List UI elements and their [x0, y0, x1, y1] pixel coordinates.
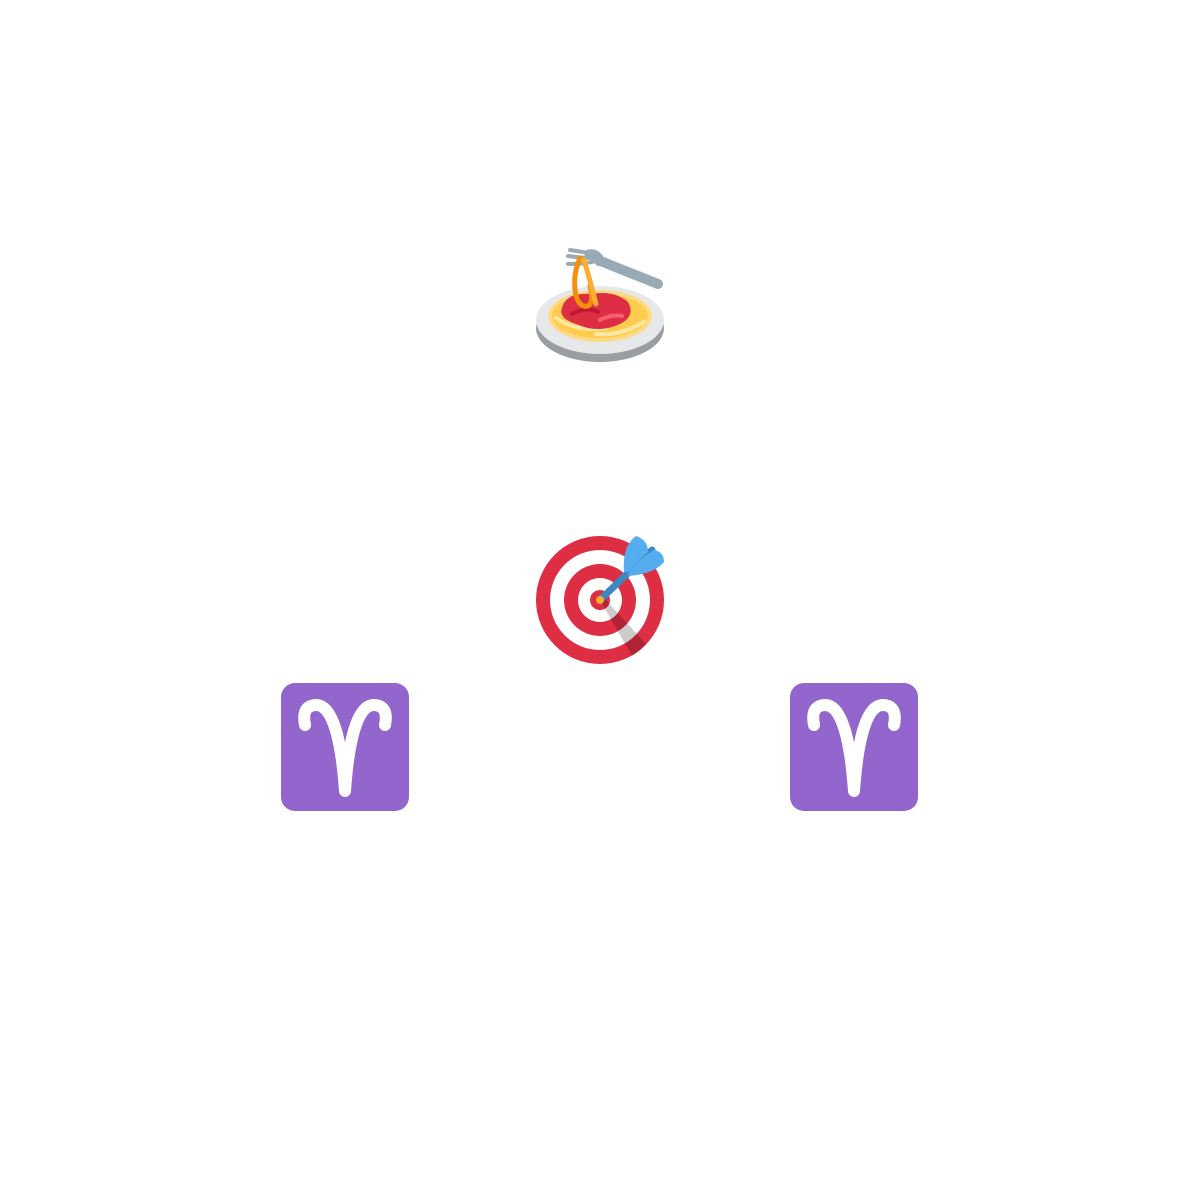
spaghetti-icon	[536, 236, 664, 364]
aries-sign-icon	[281, 683, 409, 811]
direct-hit-target-icon	[536, 536, 664, 664]
aries-sign-icon	[790, 683, 918, 811]
